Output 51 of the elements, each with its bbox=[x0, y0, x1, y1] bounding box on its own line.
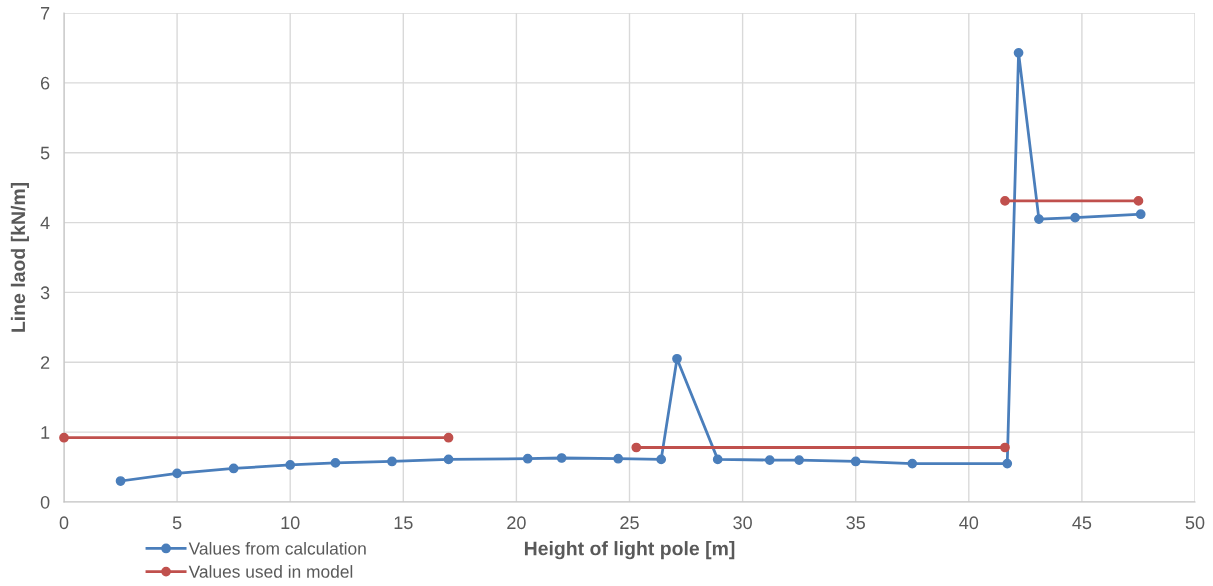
point bbox=[115, 476, 126, 486]
point bbox=[1133, 196, 1144, 206]
point bbox=[631, 442, 642, 453]
point bbox=[387, 456, 397, 467]
point bbox=[764, 455, 775, 465]
point bbox=[330, 458, 341, 468]
y-tick-label: 5 bbox=[40, 146, 50, 160]
x-tick-label: 40 bbox=[959, 516, 979, 530]
point bbox=[285, 460, 296, 470]
point bbox=[613, 453, 624, 464]
y-tick-label: 0 bbox=[40, 495, 50, 509]
y-tick-label: 7 bbox=[41, 7, 50, 20]
legend-label: Values from calculation bbox=[188, 541, 366, 555]
point bbox=[172, 468, 182, 479]
point bbox=[1135, 209, 1146, 220]
point bbox=[850, 456, 861, 467]
y-tick-label: 6 bbox=[40, 76, 50, 90]
x-axis-title: Height of light pole [m] bbox=[524, 541, 735, 560]
x-tick-label: 25 bbox=[620, 516, 639, 530]
point bbox=[443, 432, 454, 443]
point bbox=[556, 453, 567, 463]
point bbox=[672, 353, 682, 364]
point bbox=[656, 454, 667, 465]
y-tick-label: 4 bbox=[40, 216, 50, 230]
y-axis-title: Line laod [kN/m] bbox=[10, 182, 29, 332]
x-tick-label: 45 bbox=[1072, 516, 1092, 530]
x-tick-label: 20 bbox=[507, 516, 526, 530]
point bbox=[228, 463, 239, 474]
point bbox=[1000, 196, 1010, 206]
x-tick-label: 5 bbox=[172, 516, 182, 530]
point bbox=[1034, 214, 1044, 224]
x-tick-label: 15 bbox=[394, 516, 413, 530]
point bbox=[443, 454, 454, 465]
point bbox=[712, 454, 723, 465]
x-tick-label: 35 bbox=[846, 516, 865, 530]
point bbox=[907, 458, 918, 469]
point bbox=[59, 432, 69, 443]
x-tick-label: 30 bbox=[733, 516, 752, 530]
point bbox=[1000, 442, 1010, 453]
point bbox=[1002, 458, 1013, 469]
y-tick-label: 2 bbox=[40, 356, 50, 369]
legend-label: Values used in model bbox=[188, 565, 353, 578]
point bbox=[1070, 212, 1080, 223]
x-tick-label: 50 bbox=[1185, 516, 1205, 530]
x-tick-label: 10 bbox=[281, 516, 300, 530]
point bbox=[522, 453, 533, 464]
point bbox=[1013, 47, 1024, 58]
x-tick-label: 0 bbox=[59, 516, 69, 530]
point bbox=[794, 455, 805, 465]
y-tick-label: 3 bbox=[40, 286, 50, 300]
y-tick-label: 1 bbox=[41, 426, 50, 439]
